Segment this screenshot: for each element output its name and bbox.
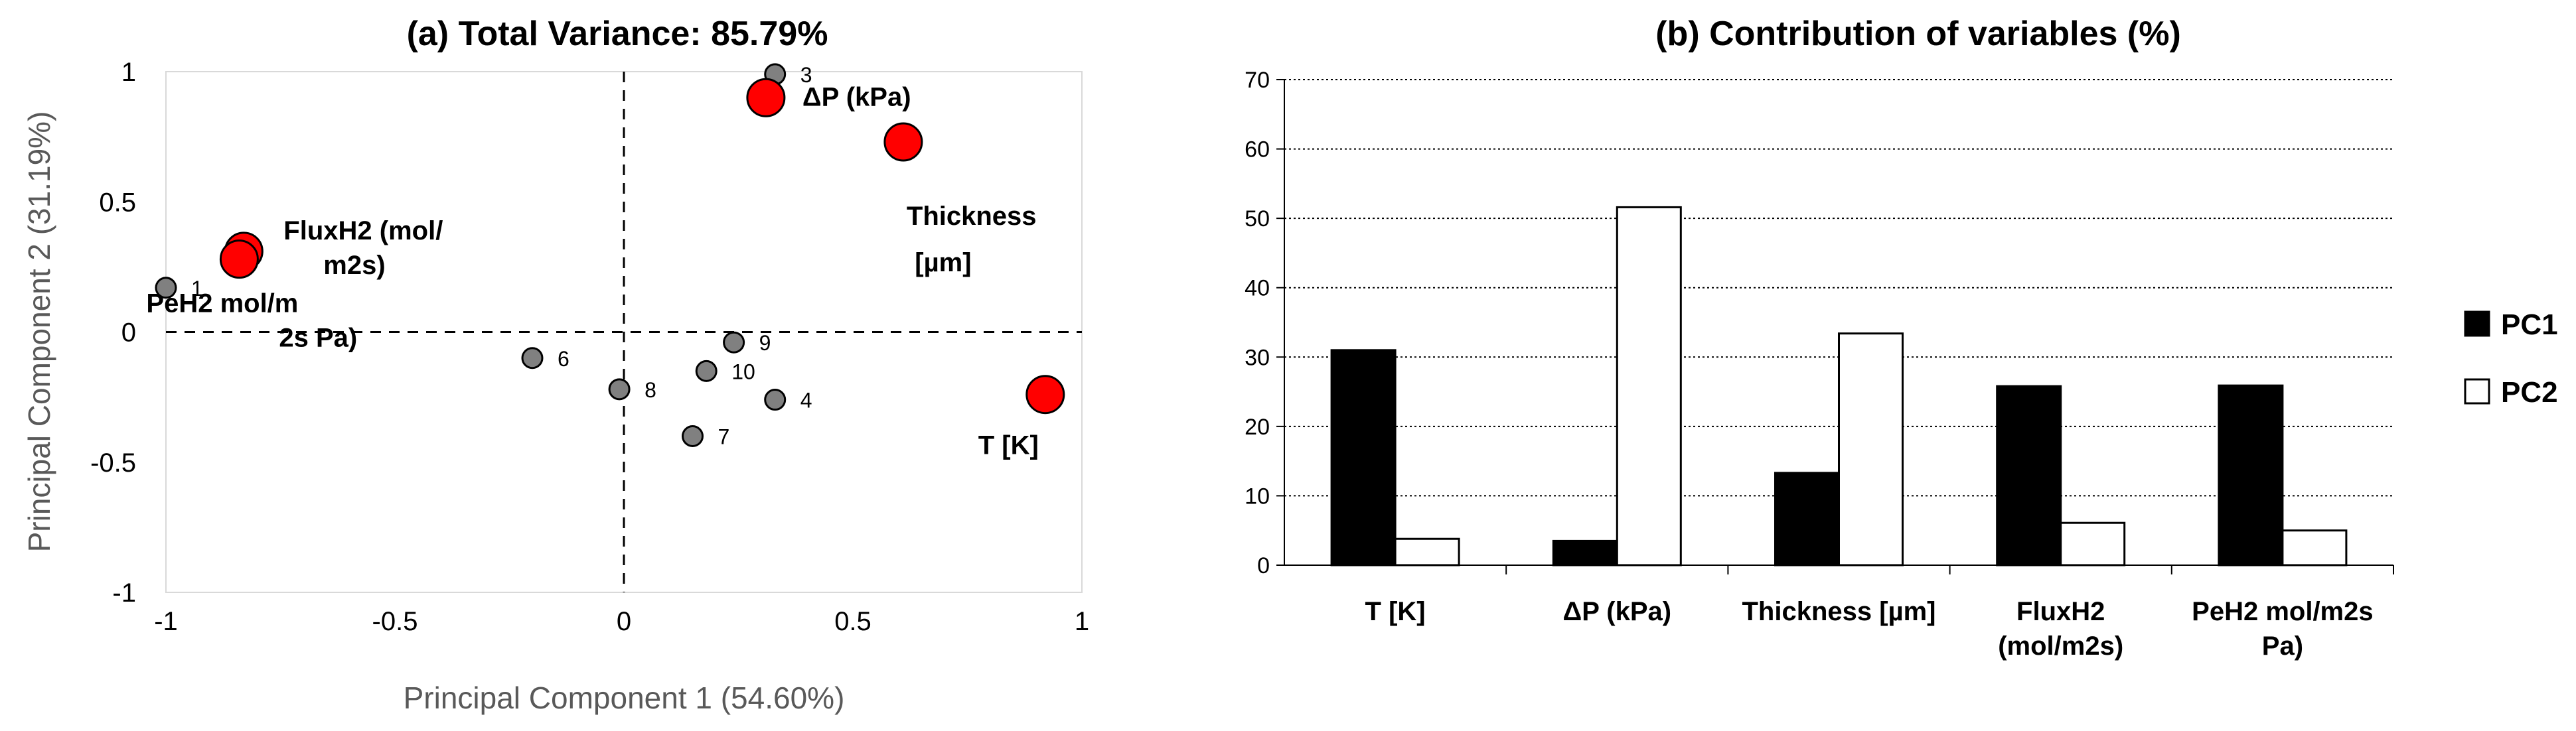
bar-chart-y-tick-label: 70 (1245, 68, 1270, 93)
observation-label: 6 (558, 347, 569, 371)
observation-point (695, 360, 718, 382)
biplot-x-tick-label: 0.5 (834, 607, 871, 636)
biplot-x-tick-label: -1 (154, 607, 178, 636)
bar-pc1 (1330, 349, 1397, 566)
biplot-x-tick-label: -0.5 (372, 607, 418, 636)
bar-chart-y-tick-label: 20 (1245, 415, 1270, 440)
biplot-title: (a) Total Variance: 85.79% (407, 15, 828, 53)
legend-swatch-pc1 (2464, 310, 2490, 337)
bar-chart-category-label: ΔP (kPa) (1562, 597, 1671, 626)
biplot-x-tick-label: 0 (617, 607, 631, 636)
bar-chart-y-tick-label: 50 (1245, 206, 1270, 232)
observation-label: 10 (731, 360, 755, 383)
bar-chart-y-tick-label: 10 (1245, 484, 1270, 509)
variable-label: FluxH2 (mol/ (283, 216, 443, 245)
observation-label: 1 (191, 277, 203, 300)
variable-loading-point (746, 78, 786, 117)
bar-chart-y-tick-label: 60 (1245, 137, 1270, 163)
observation-point (682, 425, 704, 447)
biplot-y-tick-label: 0 (121, 318, 136, 348)
observation-point (764, 389, 787, 411)
bar-pc2 (1394, 537, 1460, 566)
variable-label: 2s Pa) (279, 324, 357, 353)
bar-chart-category-label: PeH2 mol/m2s (2192, 597, 2373, 626)
bar-chart-category-label: Thickness [µm] (1742, 597, 1935, 626)
variable-label: PeH2 mol/m (146, 289, 298, 318)
bar-chart-category-label: FluxH2 (2016, 597, 2105, 626)
bar-chart-category-label: T [K] (1365, 597, 1426, 626)
variable-loading-point (1025, 375, 1065, 415)
bar-pc2 (2060, 521, 2126, 566)
biplot-x-tick-label: 1 (1075, 607, 1089, 636)
observation-label: 9 (759, 331, 771, 355)
variable-label: [µm] (915, 248, 971, 277)
variable-loading-point (883, 122, 923, 162)
observation-label: 4 (800, 389, 812, 413)
bar-chart-category-label: (mol/m2s) (1998, 631, 2123, 661)
observation-label: 8 (644, 378, 656, 402)
biplot-y-tick-label: 1 (121, 58, 136, 87)
bar-chart-y-tick-label: 0 (1257, 553, 1270, 578)
observation-point (723, 331, 745, 354)
bar-pc1 (1552, 539, 1618, 566)
observation-point (608, 378, 631, 401)
bar-pc1 (2218, 384, 2284, 566)
variable-label: Thickness (907, 202, 1037, 231)
observation-label: 7 (718, 425, 730, 449)
bar-pc2 (2281, 529, 2348, 566)
bar-chart-title: (b) Contribution of variables (%) (1655, 15, 2181, 53)
legend-label: PC1 (2501, 308, 2558, 341)
observation-point (521, 347, 544, 369)
contribution-bar-chart: (b) Contribution of variables (%) 0 10 20 3… (1245, 15, 2557, 661)
observation-point (155, 277, 177, 299)
bar-pc1 (1774, 472, 1840, 566)
variable-label: T [K] (978, 431, 1039, 460)
bar-pc2 (1838, 332, 1904, 566)
observation-label: 3 (800, 63, 812, 87)
variable-loading-point (219, 239, 259, 279)
variable-label: ΔP (kPa) (802, 82, 911, 111)
bar-pc1 (1996, 385, 2062, 566)
bar-chart-y-tick-label: 40 (1245, 276, 1270, 301)
bar-chart-category-label: Pa) (2262, 631, 2303, 661)
biplot-y-tick-label: -1 (112, 578, 136, 608)
pca-biplot: (a) Total Variance: 85.79% -1 -0.5 0 0.5 1 -1… (22, 15, 1089, 715)
variable-label: m2s) (323, 251, 385, 280)
bar-chart-y-tick-label: 30 (1245, 345, 1270, 370)
biplot-y-tick-label: -0.5 (90, 448, 136, 478)
bar-pc2 (1616, 206, 1682, 566)
biplot-y-tick-label: 0.5 (99, 188, 136, 217)
biplot-y-axis-title: Principal Component 2 (31.19%) (22, 111, 56, 553)
legend-label: PC2 (2501, 376, 2558, 409)
biplot-x-axis-title: Principal Component 1 (54.60%) (404, 681, 845, 715)
legend-swatch-pc2 (2464, 378, 2490, 405)
